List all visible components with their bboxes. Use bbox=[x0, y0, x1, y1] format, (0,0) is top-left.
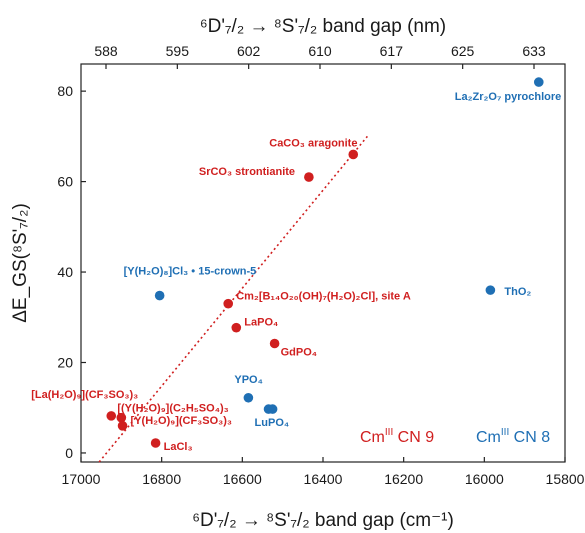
top-tick-label: 617 bbox=[380, 43, 404, 59]
bottom-axis-title: ⁶D'₇/₂ → ⁸S'₇/₂ band gap (cm⁻¹) bbox=[192, 510, 454, 531]
y-axis-title: ΔE_GS(⁸S'₇/₂) bbox=[10, 203, 31, 323]
legend-cn8: CmIII CN 8 bbox=[476, 427, 550, 446]
point-label: [La(H₂O)₉](CF₃SO₃)₃ bbox=[31, 389, 138, 401]
point-label: La₂Zr₂O₇ pyrochlore bbox=[455, 91, 561, 103]
data-point bbox=[533, 77, 544, 87]
bottom-tick-label: 16000 bbox=[465, 471, 504, 487]
bottom-axis-ticks: 17000 16800 16600 16400 16200 16000 15800 bbox=[62, 457, 585, 487]
data-point bbox=[304, 172, 314, 182]
bottom-tick-label: 15800 bbox=[546, 471, 585, 487]
point-label: LuPO₄ bbox=[255, 417, 290, 429]
data-point bbox=[269, 338, 280, 349]
left-tick-label: 40 bbox=[57, 264, 73, 280]
data-point bbox=[223, 298, 234, 309]
bottom-tick-label: 16200 bbox=[384, 471, 423, 487]
left-tick-label: 20 bbox=[57, 355, 73, 371]
legend-cn9: CmIII CN 9 bbox=[360, 427, 434, 446]
point-label: SrCO₃ strontianite bbox=[199, 166, 295, 178]
top-axis-ticks: 588 595 602 610 617 625 633 bbox=[94, 43, 546, 69]
top-tick-label: 595 bbox=[166, 43, 190, 59]
point-label: LaCl₃ bbox=[164, 441, 193, 453]
data-point bbox=[267, 404, 278, 414]
top-tick-label: 588 bbox=[94, 43, 118, 59]
data-point bbox=[106, 411, 117, 421]
data-point bbox=[348, 149, 359, 160]
data-point bbox=[116, 412, 127, 423]
top-axis-title: ⁶D'₇/₂ → ⁸S'₇/₂ band gap (nm) bbox=[200, 16, 446, 37]
bottom-tick-label: 17000 bbox=[62, 471, 101, 487]
point-label: GdPO₄ bbox=[281, 347, 317, 359]
left-axis-ticks: 0 20 40 60 80 bbox=[57, 83, 86, 461]
data-point bbox=[117, 421, 128, 431]
data-point bbox=[243, 392, 254, 403]
point-label: [(Y(H₂O)₉](C₂H₅SO₄)₃ bbox=[117, 403, 228, 415]
point-label: YPO₄ bbox=[234, 374, 262, 386]
top-tick-label: 610 bbox=[308, 43, 332, 59]
data-point bbox=[485, 285, 496, 295]
data-point bbox=[154, 290, 165, 301]
data-point bbox=[231, 322, 242, 333]
point-label: ThO₂ bbox=[504, 286, 531, 298]
top-tick-label: 633 bbox=[522, 43, 546, 59]
trendline bbox=[98, 135, 368, 463]
bottom-tick-label: 16600 bbox=[223, 471, 262, 487]
point-label: Cm₂[B₁₄O₂₀(OH)₇(H₂O)₂Cl], site A bbox=[236, 291, 411, 303]
data-point bbox=[150, 438, 161, 448]
left-tick-label: 60 bbox=[57, 174, 73, 190]
point-label: [Y(H₂O)₉](CF₃SO₃)₃ bbox=[131, 415, 232, 427]
left-tick-label: 0 bbox=[65, 445, 73, 461]
left-tick-label: 80 bbox=[57, 83, 73, 99]
data-points bbox=[106, 77, 544, 448]
top-tick-label: 625 bbox=[451, 43, 475, 59]
top-tick-label: 602 bbox=[237, 43, 261, 59]
bottom-tick-label: 16400 bbox=[304, 471, 343, 487]
point-label: LaPO₄ bbox=[244, 317, 278, 329]
point-labels: CaCO₃ aragonite SrCO₃ strontianite Cm₂[B₁₄… bbox=[31, 91, 561, 453]
bottom-tick-label: 16800 bbox=[142, 471, 181, 487]
point-label: CaCO₃ aragonite bbox=[269, 137, 357, 149]
point-label: [Y(H₂O)₈]Cl₃ • 15-crown-5 bbox=[124, 266, 257, 278]
